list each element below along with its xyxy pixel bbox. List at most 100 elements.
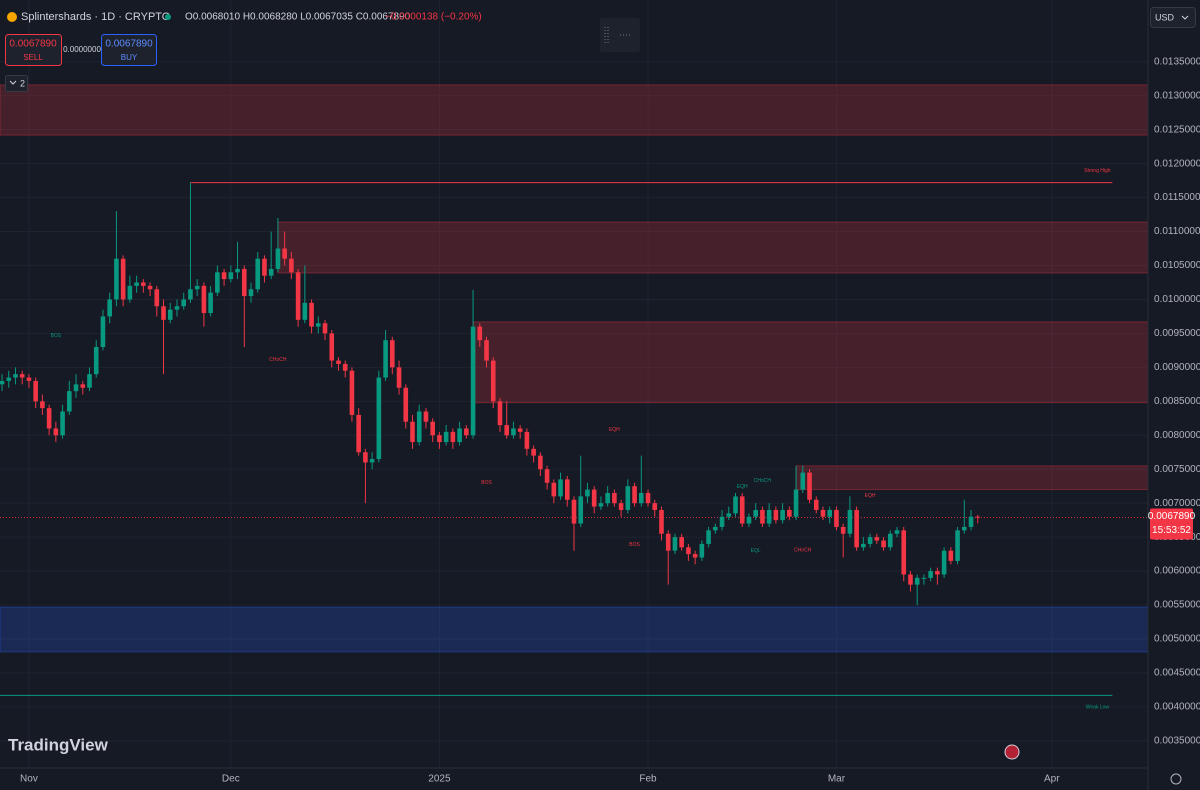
annotation: CHoCH xyxy=(754,478,772,484)
candle-body xyxy=(813,499,819,510)
zone xyxy=(0,84,1149,136)
symbol-icon xyxy=(7,12,17,22)
candle-body xyxy=(13,374,18,378)
y-tick-label: 0.0120000 xyxy=(1154,158,1200,169)
candle-body xyxy=(935,571,940,575)
candle-body xyxy=(302,302,308,320)
candle-body xyxy=(632,486,637,504)
candle-body xyxy=(390,340,395,368)
candle-body xyxy=(268,268,274,276)
y-tick-label: 0.0060000 xyxy=(1154,566,1200,577)
candle-body xyxy=(262,258,267,276)
settings-icon[interactable] xyxy=(1170,773,1182,785)
candle-body xyxy=(248,289,254,297)
candle-body xyxy=(235,268,240,273)
y-tick-label: 0.0055000 xyxy=(1154,600,1200,611)
candle-body xyxy=(625,486,631,510)
candle-body xyxy=(40,401,45,409)
candle-body xyxy=(282,248,287,259)
candle-body xyxy=(766,509,772,524)
zone xyxy=(277,221,1149,274)
candle-body xyxy=(551,482,557,497)
candle-body xyxy=(665,533,671,551)
candle-body xyxy=(437,435,442,443)
candle-body xyxy=(672,537,678,551)
candle-body xyxy=(410,421,415,443)
candle-body xyxy=(861,543,866,548)
y-tick-label: 0.0105000 xyxy=(1154,260,1200,271)
annotation: CHoCH xyxy=(269,357,287,363)
candle-body xyxy=(612,492,617,504)
candle-body xyxy=(746,516,752,524)
indicators-toggle[interactable] xyxy=(5,75,28,92)
candle-body xyxy=(793,489,799,517)
candle-body xyxy=(638,492,644,504)
y-tick-label: 0.0090000 xyxy=(1154,362,1200,373)
plot-area: Strong High Weak Low BOS CHoCH BOS EQH BOS EQH C… xyxy=(0,0,1149,768)
candle-body xyxy=(315,323,321,327)
countdown: 15:53:52 xyxy=(1152,525,1191,536)
candle-body xyxy=(679,537,684,548)
candle-body xyxy=(336,360,341,364)
candle-body xyxy=(874,537,880,541)
candle-body xyxy=(134,282,139,286)
candle-body xyxy=(753,509,758,517)
x-tick-label: 2025 xyxy=(428,774,451,785)
x-tick-label: Nov xyxy=(20,774,38,785)
candle-body xyxy=(564,479,570,500)
candle-body xyxy=(295,272,301,320)
candle-body xyxy=(127,285,133,300)
candle-body xyxy=(67,391,72,412)
candle-body xyxy=(787,509,792,517)
candle-body xyxy=(975,516,981,518)
y-tick-label: 0.0130000 xyxy=(1154,90,1200,101)
candle-body xyxy=(686,547,691,555)
flag-icon xyxy=(1004,744,1020,760)
candle-body xyxy=(511,428,516,436)
candle-body xyxy=(517,428,523,432)
candle-body xyxy=(208,292,213,314)
y-tick-label: 0.0045000 xyxy=(1154,668,1200,679)
y-tick-label: 0.0095000 xyxy=(1154,328,1200,339)
candle-body xyxy=(457,428,462,443)
candle-body xyxy=(894,530,900,534)
candle-body xyxy=(464,428,469,436)
zone xyxy=(472,321,1149,404)
candle-body xyxy=(322,323,328,334)
sell-label: SELL xyxy=(23,53,43,62)
candle-body xyxy=(356,414,361,453)
candle-body xyxy=(255,258,261,290)
ohlc: O0.0068010 H0.0068280 L0.0067035 C0.0067… xyxy=(185,12,411,23)
candle-body xyxy=(443,431,449,443)
annotation: BOS xyxy=(629,542,640,548)
buy-button[interactable] xyxy=(101,34,157,66)
spread: 0.0000000 xyxy=(63,45,101,54)
candle-body xyxy=(834,509,839,527)
candle-body xyxy=(699,543,705,558)
zone xyxy=(0,606,1149,653)
y-tick-label: 0.0100000 xyxy=(1154,294,1200,305)
currency-select[interactable] xyxy=(1150,7,1196,28)
annotation: EQL xyxy=(751,548,761,554)
level-label: Weak Low xyxy=(1086,705,1110,711)
candle-body xyxy=(955,530,960,561)
candle-body xyxy=(0,380,5,385)
candle-body xyxy=(484,340,489,361)
candle-body xyxy=(470,326,476,436)
candle-body xyxy=(403,387,409,422)
candle-body xyxy=(807,472,812,500)
candle-body xyxy=(692,554,698,558)
candle-body xyxy=(760,509,765,524)
candle-body xyxy=(652,503,658,510)
candle-body xyxy=(309,302,314,327)
candle-body xyxy=(928,571,933,578)
candle-body xyxy=(901,530,907,575)
candle-body xyxy=(538,455,543,470)
sell-button[interactable] xyxy=(5,34,62,66)
candle-body xyxy=(80,384,86,388)
zone xyxy=(795,465,1149,491)
candle-body xyxy=(329,333,335,361)
y-tick-label: 0.0135000 xyxy=(1154,56,1200,67)
candle-body xyxy=(914,577,920,585)
status-dot xyxy=(165,14,171,20)
